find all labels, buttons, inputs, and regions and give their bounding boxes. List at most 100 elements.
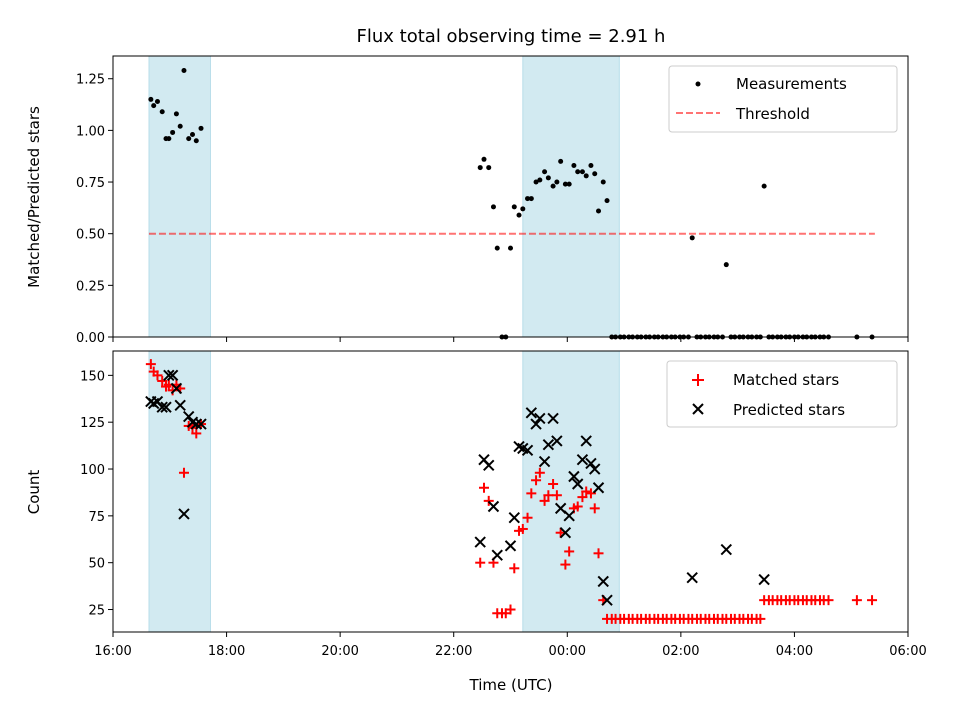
matched-star-point — [851, 595, 862, 606]
x-stroke-b — [563, 510, 575, 522]
matched-star-point — [191, 428, 202, 439]
predicted-star-point — [547, 412, 559, 425]
measurement-point — [177, 123, 183, 129]
matched-star-point — [755, 613, 766, 624]
measurement-point — [554, 179, 560, 185]
x-tick-label: 04:00 — [776, 644, 813, 659]
shaded-interval — [148, 350, 211, 633]
x-stroke-b — [190, 418, 202, 430]
x-stroke-b — [195, 418, 207, 430]
top-y-axis-label: Matched/Predicted stars — [25, 106, 43, 288]
measurement-point — [588, 163, 594, 169]
measurement-point — [166, 136, 172, 142]
matched-star-point — [534, 467, 545, 478]
matched-star-point — [577, 492, 588, 503]
matched-star-point — [145, 359, 156, 370]
y-tick-label: 25 — [88, 604, 105, 619]
predicted-star-point — [551, 435, 563, 447]
matched-star-point — [593, 548, 604, 559]
x-stroke-b — [508, 512, 520, 524]
predicted-star-point — [521, 444, 534, 456]
predicted-star-point — [538, 455, 551, 468]
y-tick-label: 0.25 — [76, 279, 105, 294]
matched-star-point — [564, 546, 575, 557]
measurement-point — [545, 175, 551, 181]
predicted-star-point — [576, 453, 589, 466]
matched-star-point — [522, 512, 533, 523]
x-stroke-b — [166, 369, 179, 382]
predicted-star-point — [530, 418, 542, 430]
x-stroke-b — [530, 418, 542, 430]
matched-star-point — [548, 479, 559, 490]
legend-predicted-label: Predicted stars — [733, 401, 845, 419]
x-stroke-b — [183, 410, 195, 423]
measurement-point — [508, 245, 513, 251]
bottom-legend-box — [666, 360, 898, 428]
predicted-star-point — [542, 438, 555, 451]
x-stroke-b — [686, 571, 698, 584]
matched-star-point — [178, 467, 189, 478]
predicted-star-point — [163, 369, 175, 382]
measurement-point — [604, 198, 610, 204]
measurement-point — [186, 136, 192, 142]
predicted-star-point — [508, 512, 520, 524]
matched-star-point — [479, 482, 489, 493]
bottom-y-axis-label: Count — [25, 470, 43, 515]
measurement-point — [173, 111, 179, 117]
measurement-point — [148, 96, 154, 102]
matched-star-points — [145, 359, 878, 624]
y-tick-label: 125 — [80, 416, 105, 431]
predicted-star-point — [534, 412, 546, 425]
bottom-x-ticks: 16:00 18:00 20:00 22:00 00:00 02:00 04:00 06:00 — [94, 632, 927, 659]
shaded-interval — [522, 350, 620, 633]
measurement-point — [193, 138, 199, 144]
x-stroke-b — [758, 573, 770, 586]
measurement-point — [575, 169, 581, 175]
legend-matched-label: Matched stars — [733, 371, 839, 389]
top-panel-shading — [148, 55, 620, 338]
matched-star-point — [823, 595, 834, 606]
measurement-point — [198, 125, 204, 131]
x-stroke-b — [483, 459, 495, 471]
x-stroke-b — [571, 478, 584, 490]
bottom-plot-frame — [112, 350, 909, 633]
matched-star-point — [589, 503, 600, 514]
measurement-point — [579, 169, 585, 175]
y-tick-label: 1.25 — [76, 73, 105, 88]
predicted-star-point — [474, 536, 486, 548]
matched-star-point — [505, 604, 516, 615]
measurement-point — [481, 156, 487, 162]
x-stroke-b — [491, 549, 503, 561]
x-axis-label: Time (UTC) — [469, 676, 553, 694]
x-tick-label: 00:00 — [549, 644, 586, 659]
measurement-point — [486, 165, 492, 171]
matched-star-point — [539, 495, 550, 506]
x-tick-label: 02:00 — [662, 644, 699, 659]
x-stroke-b — [521, 444, 534, 456]
x-tick-label: 06:00 — [889, 644, 926, 659]
measurement-point — [550, 183, 556, 189]
measurement-point — [571, 163, 577, 169]
bottom-panel: 25 50 75 100 125 150 16:00 18:00 20:00 22:00 00:0… — [80, 350, 927, 659]
predicted-star-point — [571, 478, 584, 490]
predicted-star-point — [491, 549, 503, 561]
measurement-point — [566, 181, 572, 187]
x-stroke-b — [517, 442, 529, 455]
matched-star-point — [867, 595, 878, 606]
x-stroke-b — [592, 482, 605, 494]
measurement-point — [170, 129, 176, 135]
legend-threshold-label: Threshold — [735, 105, 810, 123]
x-stroke-b — [487, 500, 500, 513]
predicted-star-point — [504, 540, 517, 552]
measurement-point — [596, 208, 602, 214]
x-stroke-b — [525, 407, 538, 419]
predicted-star-point — [592, 482, 605, 494]
x-stroke-b — [720, 543, 732, 556]
measurement-point — [592, 171, 598, 177]
matched-star-point — [531, 475, 542, 486]
predicted-star-point — [559, 527, 572, 539]
predicted-star-point — [601, 594, 613, 606]
predicted-star-point — [156, 401, 168, 413]
x-stroke-b — [601, 594, 613, 606]
